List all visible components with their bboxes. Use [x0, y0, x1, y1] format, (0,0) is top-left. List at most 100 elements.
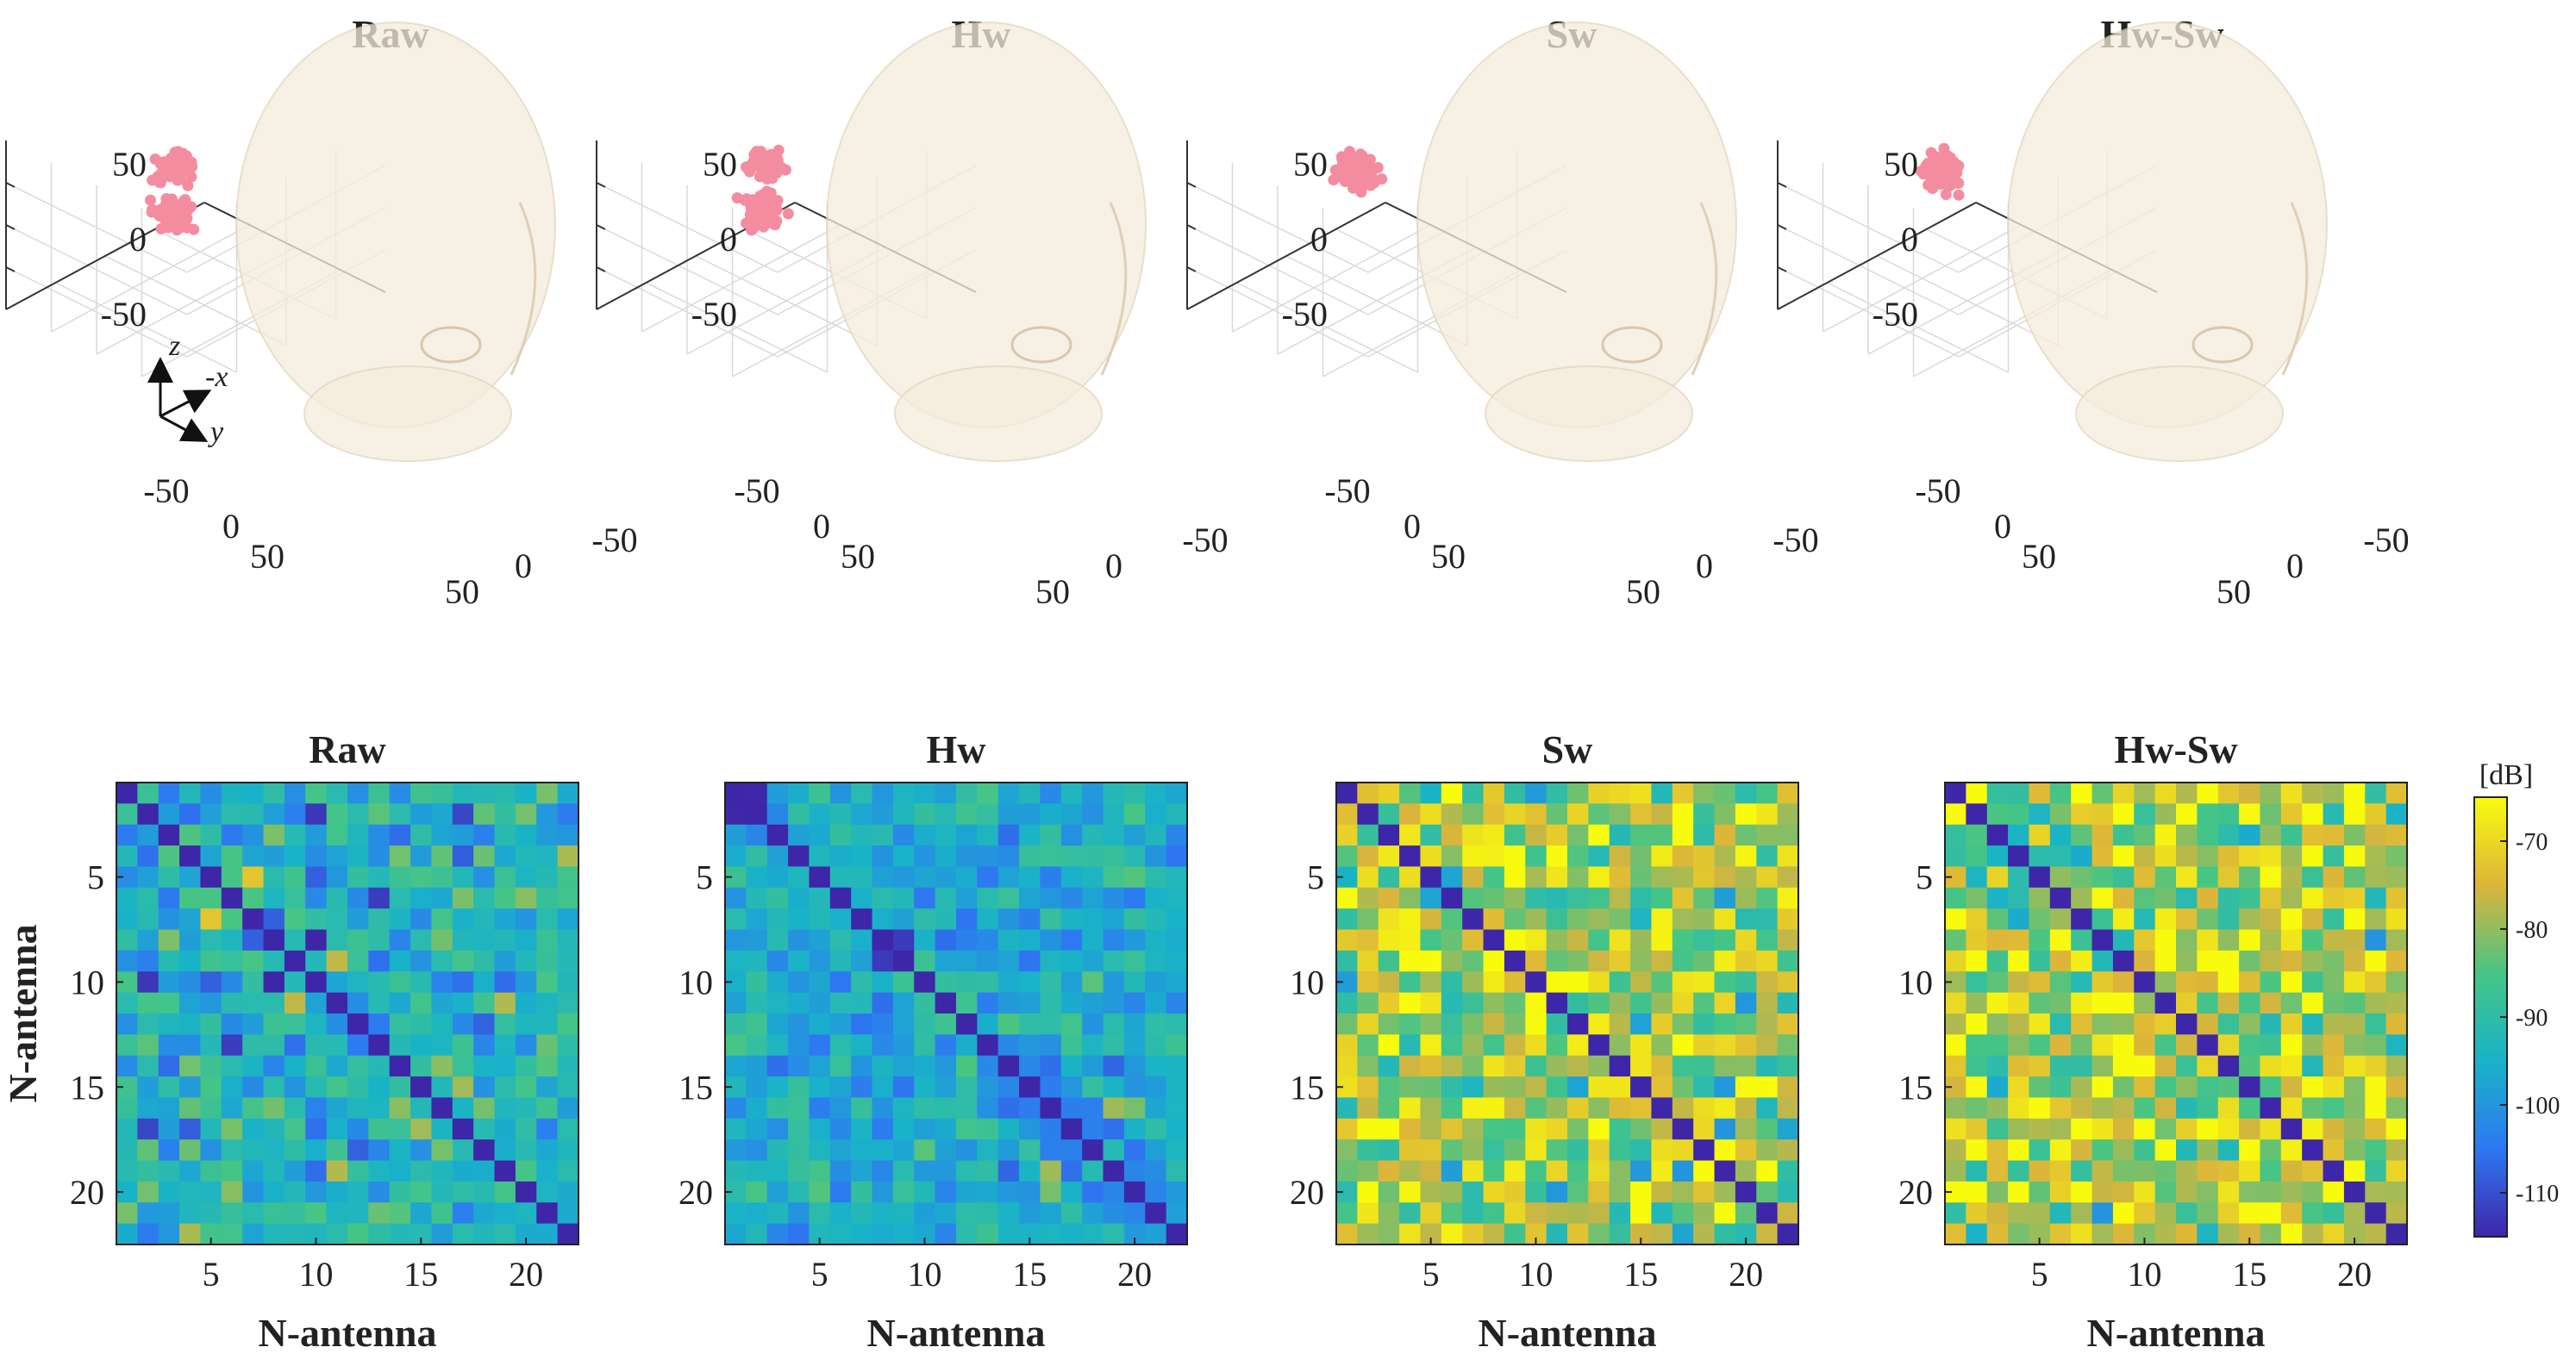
heatmap-cell	[935, 1076, 957, 1099]
heatmap-cell	[1040, 1097, 1062, 1120]
x-axis-letter: -x	[205, 361, 228, 393]
heatmap-cell	[1966, 1055, 1988, 1077]
heatmap-cell	[2176, 950, 2198, 972]
heatmap-cell	[2302, 929, 2324, 951]
heatmap-cell	[1082, 866, 1104, 889]
heatmap-cell	[2071, 783, 2093, 804]
head-eye	[1601, 326, 1663, 364]
heatmap-cell	[746, 950, 768, 972]
heatmap-cell	[1357, 1014, 1379, 1035]
heatmap-cell	[2197, 971, 2219, 994]
heatmap-cell	[2197, 1014, 2219, 1035]
heatmap-cell	[2217, 1118, 2240, 1140]
heatmap-cell	[1103, 824, 1125, 846]
heatmap-cell	[221, 1202, 243, 1225]
heatmap-cell	[1986, 1160, 2009, 1182]
heatmap-cell	[284, 1055, 306, 1077]
heatmap-cell	[935, 887, 957, 909]
heatmap-cell	[1714, 1160, 1736, 1182]
heatmap-cell	[284, 1118, 306, 1140]
heatmap-cell	[284, 1202, 306, 1225]
heatmap-cell	[1693, 1118, 1716, 1140]
heatmap-cell	[2176, 1034, 2198, 1057]
heatmap-cell	[935, 1034, 957, 1057]
heatmap-cell	[2323, 908, 2345, 931]
heatmap-cell	[1378, 1034, 1400, 1057]
heatmap-cell	[2176, 1055, 2198, 1077]
heatmap-cell	[284, 824, 306, 846]
heatmap-cell	[2112, 1097, 2135, 1120]
heatmap-cell	[1567, 908, 1589, 931]
heatmap-cell	[1420, 1118, 1442, 1140]
heatmap-cell	[725, 1014, 747, 1035]
source-point	[162, 158, 173, 170]
head-panel-sw: Sw 50 0 -50 -50 0 50 -50 0 50	[1186, 12, 1819, 611]
heatmap-cell	[1082, 1139, 1104, 1162]
heatmap-cell	[515, 845, 537, 868]
heatmap-cell	[2385, 1097, 2408, 1120]
heatmap-cell	[263, 1139, 285, 1162]
heatmap-cell	[1504, 992, 1526, 1014]
source-point	[782, 208, 794, 220]
heatmap-cell	[1462, 1181, 1485, 1203]
heatmap-cell	[1441, 824, 1463, 846]
heatmap-cell	[242, 950, 265, 972]
z-tick-label: 50	[112, 145, 147, 184]
heatmap-cell	[746, 929, 768, 951]
heatmap-cell	[2217, 1034, 2240, 1057]
heatmap-cell	[1103, 1055, 1125, 1077]
heatmap-cell	[158, 783, 180, 804]
heatmap-cell	[263, 803, 285, 826]
heatmap-cell	[1040, 803, 1062, 826]
heatmap-cell	[1060, 783, 1083, 804]
heatmap-cell	[2239, 1014, 2261, 1035]
heatmap-cell	[1986, 1202, 2009, 1225]
heatmap-cell	[284, 803, 306, 826]
heatmap-cell	[431, 866, 453, 889]
heatmap-cell	[2323, 1076, 2345, 1099]
heatmap-cell	[221, 1055, 243, 1077]
heatmap-cell	[851, 887, 873, 909]
heatmap-cell	[1060, 1034, 1083, 1057]
heatmap-cell	[200, 866, 222, 889]
heatmap-cell	[1103, 971, 1125, 994]
source-point	[1920, 160, 1932, 172]
heatmap-cell	[1357, 1055, 1379, 1077]
colorbar-label: [dB]	[2479, 759, 2533, 791]
heatmap-cell	[452, 887, 474, 909]
head-jaw	[1485, 365, 1693, 462]
heatmap-cell	[997, 803, 1020, 826]
heatmap-cell	[1588, 1055, 1610, 1077]
heatmap-cell	[1693, 783, 1716, 804]
heatmap-cell	[1714, 992, 1736, 1014]
heatmap-cell	[2365, 803, 2387, 826]
heatmap-cell	[389, 783, 411, 804]
heatmap-cell	[1588, 1034, 1610, 1057]
heatmap-cell	[1040, 1160, 1062, 1182]
heatmap-cell	[515, 1181, 537, 1203]
heatmap-cell	[2217, 1014, 2240, 1035]
z-tick-label: 0	[720, 220, 737, 259]
heatmap-cell	[494, 1076, 516, 1099]
head-eye	[1010, 326, 1072, 364]
heatmap-cell	[2260, 866, 2282, 889]
heatmap-cell	[200, 929, 222, 951]
heatmap-cell	[473, 845, 496, 868]
heatmap-cell	[829, 1014, 852, 1035]
heatmap-cell	[725, 803, 747, 826]
heatmap-cell	[116, 1014, 138, 1035]
heatmap-cell	[872, 992, 894, 1014]
heatmap-cell	[1756, 1202, 1779, 1225]
heatmap-cell	[494, 1097, 516, 1120]
heatmap-cell	[892, 971, 915, 994]
heatmap-cell	[1019, 908, 1041, 931]
heatmap-cell	[452, 1223, 474, 1245]
heatmap-cell	[1714, 866, 1736, 889]
heatmap-cell	[137, 824, 159, 846]
heatmap-cell	[1525, 1181, 1547, 1203]
heatmap-cell	[326, 1034, 348, 1057]
heatmap-cell	[1714, 783, 1736, 804]
y-tick-label: 10	[1290, 963, 1324, 1001]
heatmap-cell	[1441, 1202, 1463, 1225]
heatmap-cell	[1630, 1076, 1653, 1099]
